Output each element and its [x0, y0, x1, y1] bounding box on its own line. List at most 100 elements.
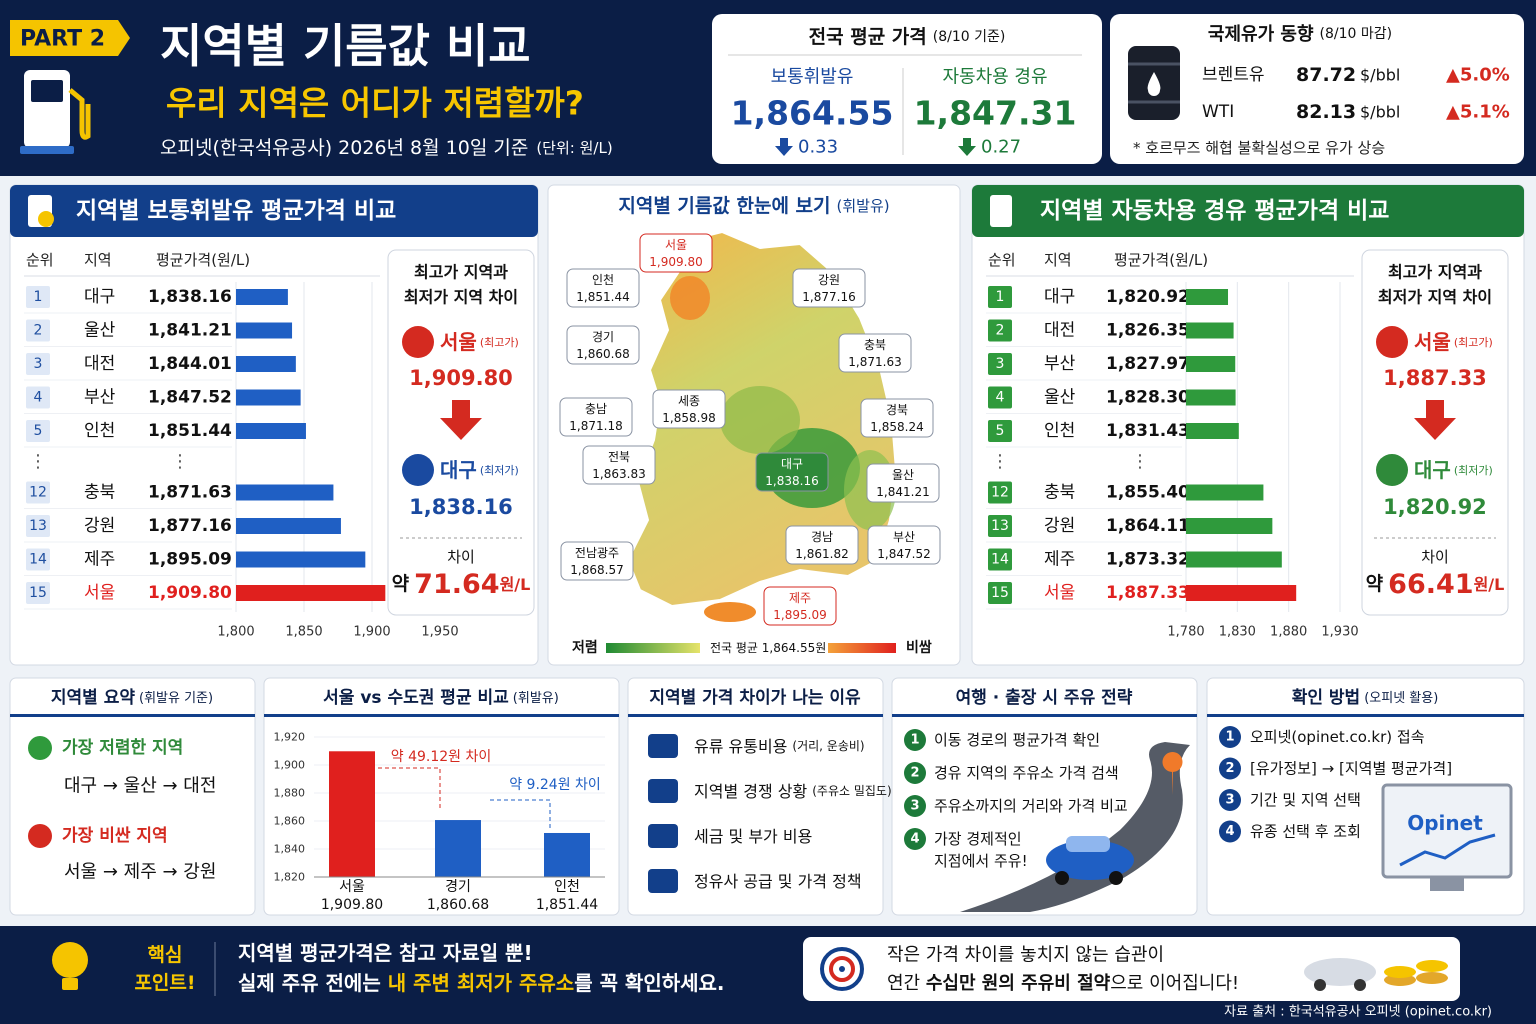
- rank: 5: [996, 423, 1005, 439]
- intl-title-text: 국제유가 동향: [1208, 24, 1314, 45]
- reason: 세금 및 부가 비용: [694, 827, 812, 846]
- value-label: 1,871.63: [148, 483, 232, 503]
- legend-bar: [828, 643, 896, 653]
- gas-icon-drop: [38, 211, 54, 227]
- x-tick-label: 1,900: [353, 625, 390, 640]
- rank: 15: [991, 585, 1009, 601]
- rank-box: [26, 548, 50, 571]
- key-text: 지역별 평균가격은 참고 자료일 뿐!: [238, 941, 533, 965]
- region-name: 전북: [608, 450, 630, 464]
- value-label: 1,826.35: [1106, 321, 1190, 341]
- bar: [236, 423, 306, 439]
- rank: 4: [34, 390, 43, 406]
- value-label: 1,860.68: [427, 897, 489, 913]
- rank-box: [988, 420, 1012, 442]
- low-icon: [402, 454, 434, 486]
- high-tag: (최고가): [480, 336, 519, 349]
- panel-title: 지역별 보통휘발유 평균가격 비교: [76, 198, 396, 224]
- step-text: 주유소까지의 거리와 가격 비교: [934, 797, 1128, 815]
- rank: 13: [991, 518, 1009, 534]
- bar: [236, 585, 386, 601]
- badge-text: PART 2: [20, 27, 105, 52]
- rank: 14: [991, 552, 1009, 568]
- oil-change: ▲5.0%: [1446, 65, 1510, 86]
- down-arrow: [1414, 400, 1456, 440]
- region-value: 1,847.52: [877, 547, 930, 561]
- key-label: 핵심: [148, 944, 183, 966]
- step-number: 3: [1225, 793, 1234, 808]
- key-text: 실제 주유 전에는 내 주변 최저가 주유소를 꼭 확인하세요.: [238, 971, 725, 995]
- diff: 약 66.41원/L: [1366, 569, 1505, 600]
- value-label: 1,855.40: [1106, 483, 1190, 503]
- national-box: [712, 14, 1102, 164]
- travel-panel: [891, 677, 1198, 916]
- source-line: 오피넷(한국석유공사) 2026년 8월 10일 기준 (단위: 원/L): [160, 137, 613, 159]
- y-tick-label: 1,880: [274, 787, 306, 800]
- bar: [236, 322, 293, 339]
- korea-map: [626, 230, 898, 622]
- high-region-name: 서울: [1414, 330, 1451, 354]
- rank: 3: [996, 356, 1005, 372]
- map-title: 지역별 기름값 한눈에 보기 (휘발유): [618, 195, 889, 217]
- national-title: 전국 평균 가격 (8/10 기준): [809, 26, 1006, 48]
- region-value: 1,871.63: [848, 355, 901, 369]
- map-title-text: 지역별 기름값 한눈에 보기: [618, 195, 830, 217]
- tip-part: 으로 이어집니다!: [1110, 973, 1239, 994]
- region-box: [838, 333, 912, 373]
- reason-text: 지역별 경쟁 상황: [694, 782, 807, 801]
- summary-title-text: 지역별 요약: [51, 687, 135, 708]
- high-value: 1,909.80: [409, 366, 513, 390]
- legend-low: 저렴: [572, 640, 598, 656]
- region-name: 전남광주: [575, 546, 619, 560]
- region: 서울: [1044, 583, 1075, 603]
- region-value: 1,858.24: [870, 420, 923, 434]
- rank-box: [26, 515, 50, 537]
- rank: 15: [29, 585, 47, 601]
- step-text: [유가정보] → [지역별 평균가격]: [1250, 760, 1452, 778]
- column-header: 순위: [26, 251, 54, 269]
- check-title-text: 확인 방법: [1292, 688, 1360, 708]
- bar: [435, 820, 481, 877]
- bar: [1186, 551, 1282, 568]
- diff-unit: 원/L: [500, 575, 531, 594]
- rank: 3: [34, 356, 43, 372]
- value-label: 1,895.09: [148, 550, 232, 570]
- low-region: 대구 (최저가): [440, 458, 519, 482]
- bar: [544, 832, 590, 877]
- reason-note: (거리, 운송비): [792, 739, 864, 753]
- y-tick-label: 1,920: [274, 731, 306, 744]
- y-tick-label: 1,820: [274, 871, 306, 884]
- key-label: 포인트!: [134, 972, 195, 994]
- map-title-note: (휘발유): [837, 197, 890, 215]
- region-value: 1,909.80: [649, 255, 702, 269]
- travel-title: 여행 · 출장 시 주유 전략: [956, 688, 1133, 708]
- step-badge: [904, 729, 926, 751]
- compare-title: 서울 vs 수도권 평균 비교 (휘발유): [323, 688, 559, 708]
- value-label: 1,887.33: [1106, 583, 1190, 603]
- high-tag: (최고가): [1454, 336, 1493, 349]
- reason-icon: [648, 824, 678, 848]
- intl-date: (8/10 마감): [1320, 26, 1393, 42]
- region: 부산: [1044, 354, 1076, 374]
- value-label: 1,838.16: [148, 287, 232, 307]
- key-text-part: 를 꼭 확인하세요.: [574, 971, 724, 995]
- oil-unit: $/bbl: [1360, 103, 1400, 122]
- region: 부산: [84, 388, 116, 408]
- region-name: 세종: [678, 394, 700, 408]
- region: 서울: [84, 583, 115, 603]
- region-value: 1,868.57: [570, 563, 623, 577]
- fuel-price: 1,847.31: [914, 94, 1077, 133]
- region-name: 대구: [781, 457, 803, 471]
- step-text: 기간 및 지역 선택: [1250, 791, 1361, 809]
- column-header: 평균가격(원/L): [1114, 251, 1208, 269]
- cheap-list: 대구 → 울산 → 대전: [64, 776, 216, 797]
- bar: [1186, 322, 1234, 339]
- region-name: 제주: [789, 591, 811, 605]
- column-header: 평균가격(원/L): [156, 251, 250, 269]
- value-label: 1,851.44: [148, 421, 232, 441]
- value-label: 1,828.30: [1106, 388, 1190, 408]
- check-title: 확인 방법 (오피넷 활용): [1292, 688, 1439, 708]
- rank-box: [26, 420, 50, 442]
- region-box: [582, 445, 656, 485]
